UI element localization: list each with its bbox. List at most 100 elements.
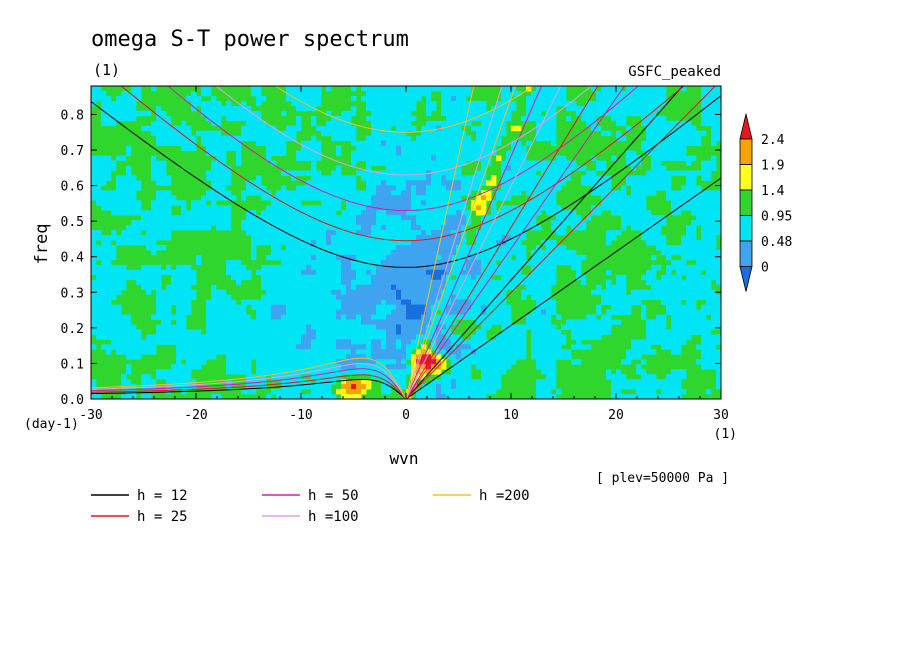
heat-cell — [126, 200, 132, 206]
heat-cell — [706, 240, 712, 246]
heat-cell — [446, 329, 452, 335]
heat-cell — [326, 120, 332, 127]
heat-cell — [461, 354, 467, 360]
heat-cell — [561, 334, 567, 340]
heat-cell — [391, 185, 397, 191]
heat-cell — [611, 115, 617, 122]
heat-cell — [451, 309, 457, 315]
heat-cell — [496, 374, 502, 380]
heat-cell — [591, 324, 597, 330]
heat-cell — [256, 314, 262, 320]
heat-cell — [186, 95, 192, 102]
heat-cell — [421, 264, 427, 271]
heat-cell — [336, 205, 342, 211]
heat-cell — [466, 140, 472, 147]
heat-cell — [561, 339, 567, 345]
heat-cell — [186, 279, 192, 286]
heat-cell — [131, 339, 137, 345]
heat-cell — [501, 284, 507, 291]
heat-cell — [116, 105, 122, 112]
heat-cell — [361, 354, 367, 360]
heat-cell — [666, 155, 672, 161]
heat-cell — [151, 130, 157, 137]
heat-cell — [716, 369, 721, 375]
heat-cell — [101, 274, 107, 281]
heat-cell — [111, 339, 117, 345]
heat-cell — [206, 215, 212, 221]
heat-cell — [406, 90, 412, 97]
heat-cell — [671, 195, 677, 201]
heat-cell — [151, 314, 157, 320]
heat-cell — [666, 379, 672, 385]
heat-cell — [476, 140, 482, 147]
heat-cell — [261, 264, 267, 271]
heat-cell — [546, 289, 552, 296]
heat-cell — [371, 244, 377, 251]
heat-cell — [106, 115, 112, 122]
heat-cell — [301, 284, 307, 291]
heat-cell — [326, 215, 332, 221]
heat-cell — [351, 369, 357, 375]
heat-cell — [216, 185, 222, 191]
heat-cell — [626, 110, 632, 117]
heat-cell — [451, 215, 457, 221]
heat-cell — [406, 105, 412, 112]
heat-cell — [306, 304, 312, 310]
heat-cell — [336, 344, 342, 350]
heat-cell — [476, 200, 482, 206]
heat-cell — [471, 105, 477, 112]
heat-cell — [541, 279, 547, 286]
heat-cell — [551, 95, 557, 102]
heat-cell — [311, 165, 317, 171]
heat-cell — [376, 334, 382, 340]
heat-cell — [451, 319, 457, 325]
heat-cell — [276, 195, 282, 201]
heat-cell — [106, 165, 112, 171]
heat-cell — [251, 185, 257, 191]
heat-cell — [481, 140, 487, 147]
heat-cell — [156, 115, 162, 122]
heat-cell — [501, 105, 507, 112]
heat-cell — [691, 170, 697, 176]
heat-cell — [581, 274, 587, 281]
heat-cell — [191, 279, 197, 286]
heat-cell — [126, 269, 132, 276]
heat-cell — [261, 304, 267, 310]
heat-cell — [336, 244, 342, 251]
heat-cell — [121, 110, 127, 117]
heat-cell — [421, 274, 427, 281]
heat-cell — [336, 150, 342, 156]
heat-cell — [531, 254, 537, 261]
heat-cell — [176, 225, 182, 231]
heat-cell — [571, 324, 577, 330]
heat-cell — [371, 359, 377, 365]
heat-cell — [131, 269, 137, 276]
heat-cell — [596, 205, 602, 211]
heat-cell — [161, 369, 167, 375]
heat-cell — [646, 230, 652, 236]
heat-cell — [151, 274, 157, 281]
heat-cell — [91, 294, 97, 301]
heat-cell — [236, 145, 242, 151]
heat-cell — [186, 374, 192, 380]
heat-cell — [381, 185, 387, 191]
heat-cell — [646, 294, 652, 301]
heat-cell — [436, 125, 442, 132]
heat-cell — [511, 185, 517, 191]
heat-cell — [696, 195, 702, 201]
heat-cell — [491, 115, 497, 122]
heat-cell — [216, 160, 222, 166]
heat-cell — [696, 274, 702, 281]
heat-cell — [651, 165, 657, 171]
heat-cell — [531, 324, 537, 330]
heat-cell — [546, 249, 552, 256]
heat-cell — [176, 329, 182, 335]
heat-cell — [126, 90, 132, 97]
heat-cell — [361, 210, 367, 216]
heat-cell — [146, 230, 152, 236]
heat-cell — [261, 309, 267, 315]
heat-cell — [126, 210, 132, 216]
heat-cell — [416, 244, 422, 251]
heat-cell — [441, 150, 447, 156]
heat-cell — [276, 339, 282, 345]
